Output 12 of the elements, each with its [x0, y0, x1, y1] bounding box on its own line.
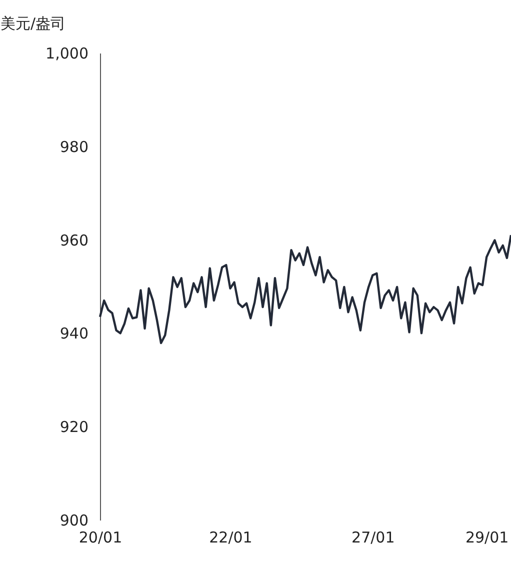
- y-tick-label: 1,000: [46, 44, 88, 62]
- y-tick-label: 920: [60, 418, 88, 436]
- y-tick-label: 980: [60, 138, 88, 156]
- y-tick-label: 940: [60, 324, 88, 343]
- y-axis-title: 美元/盎司: [0, 14, 66, 32]
- y-tick-label: 900: [60, 512, 88, 530]
- x-tick-label: 20/01: [78, 528, 122, 546]
- y-tick-label: 960: [60, 231, 88, 250]
- line-series: [98, 234, 511, 344]
- x-tick-label: 27/01: [352, 528, 395, 546]
- x-tick-label: 29/01: [465, 528, 509, 546]
- x-tick-label: 22/01: [209, 528, 252, 546]
